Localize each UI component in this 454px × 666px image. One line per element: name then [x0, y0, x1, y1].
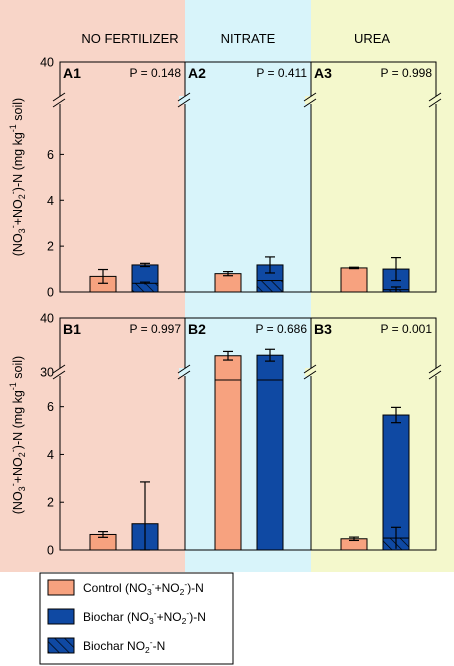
axis-break-mark — [428, 98, 442, 108]
axis-break-mark — [177, 370, 191, 380]
panel-label: B1 — [63, 321, 81, 337]
axis-break-mark — [177, 92, 191, 102]
y-tick-label: 6 — [47, 148, 54, 162]
panel-frame — [310, 61, 437, 293]
axis-break-mark — [428, 370, 442, 380]
legend-label-nitrite: Biochar NO2--N — [83, 637, 165, 655]
y-tick-label: 4 — [47, 194, 54, 208]
y-tick-label: 30 — [40, 365, 54, 379]
axis-break-mark — [303, 364, 317, 374]
panels: 0 2 4 6 40 A1 P = 0.148 A2 P = 0.411 A3 P = 0.998 0… — [40, 56, 442, 558]
y-axis-label-top: (NO3-+NO2-)-N (mg kg-1 soil) — [8, 98, 27, 256]
bar-control-upper — [214, 355, 242, 381]
legend-swatch-nitrite — [47, 637, 75, 654]
column-header-no-fertilizer: NO FERTILIZER — [81, 31, 178, 46]
axis-break-mark — [177, 364, 191, 374]
p-value: P = 0.997 — [130, 322, 182, 336]
axis-break-mark — [52, 364, 66, 374]
axis-break-mark — [303, 98, 317, 108]
axis-break-gap — [305, 96, 317, 104]
y-tick-label: 40 — [40, 56, 54, 70]
bar-control — [214, 369, 242, 551]
column-header-nitrate: NITRATE — [221, 31, 276, 46]
axis-break-gap — [179, 96, 191, 104]
axis-break-mark — [303, 370, 317, 380]
y-axis-label-bottom: (NO3-+NO2-)-N (mg kg-1 soil) — [8, 356, 27, 514]
axis-break-mark — [52, 92, 66, 102]
panel-label: B3 — [314, 321, 332, 337]
panel-label: B2 — [188, 321, 206, 337]
bar-biochar — [256, 369, 284, 551]
bar-control — [214, 273, 242, 293]
axis-break-mark — [428, 364, 442, 374]
panel-label: A2 — [188, 65, 206, 81]
y-tick-label: 0 — [47, 286, 54, 300]
p-value: P = 0.998 — [381, 66, 433, 80]
axis-break-gap — [54, 96, 66, 104]
y-tick-label: 2 — [47, 496, 54, 510]
axis-break-gap — [305, 368, 317, 376]
axis-break-gap — [54, 368, 66, 376]
axis-break-mark — [52, 370, 66, 380]
panel-label: A3 — [314, 65, 332, 81]
y-tick-label: 6 — [47, 400, 54, 414]
axis-break-gap — [179, 368, 191, 376]
legend-label-biochar: Biochar (NO3-+NO2-)-N — [83, 608, 206, 626]
axis-break-mark — [428, 92, 442, 102]
column-header-urea: UREA — [354, 31, 390, 46]
p-value: P = 0.411 — [256, 66, 307, 80]
axis-break-gap — [430, 368, 442, 376]
y-tick-label: 4 — [47, 448, 54, 462]
legend: Control (NO3-+NO2-)-N Biochar (NO3-+NO2-… — [39, 572, 234, 665]
legend-label-control: Control (NO3-+NO2-)-N — [83, 579, 204, 597]
legend-swatch-control — [47, 579, 75, 596]
y-tick-label: 2 — [47, 240, 54, 254]
panel-label: A1 — [63, 65, 81, 81]
bar-control — [340, 267, 368, 293]
axis-break-gap — [430, 96, 442, 104]
p-value: P = 0.686 — [256, 322, 308, 336]
panel-frame — [310, 317, 437, 551]
y-tick-label: 40 — [40, 312, 54, 326]
axis-break-mark — [177, 98, 191, 108]
p-value: P = 0.001 — [381, 322, 433, 336]
bar-nitrite — [131, 282, 159, 293]
p-value: P = 0.148 — [130, 66, 182, 80]
legend-swatch-biochar — [47, 608, 75, 625]
bar-nitrite — [256, 280, 284, 293]
y-tick-label: 0 — [47, 544, 54, 558]
column-band-nitrate — [185, 0, 311, 572]
axis-break-mark — [303, 92, 317, 102]
axis-break-mark — [52, 98, 66, 108]
